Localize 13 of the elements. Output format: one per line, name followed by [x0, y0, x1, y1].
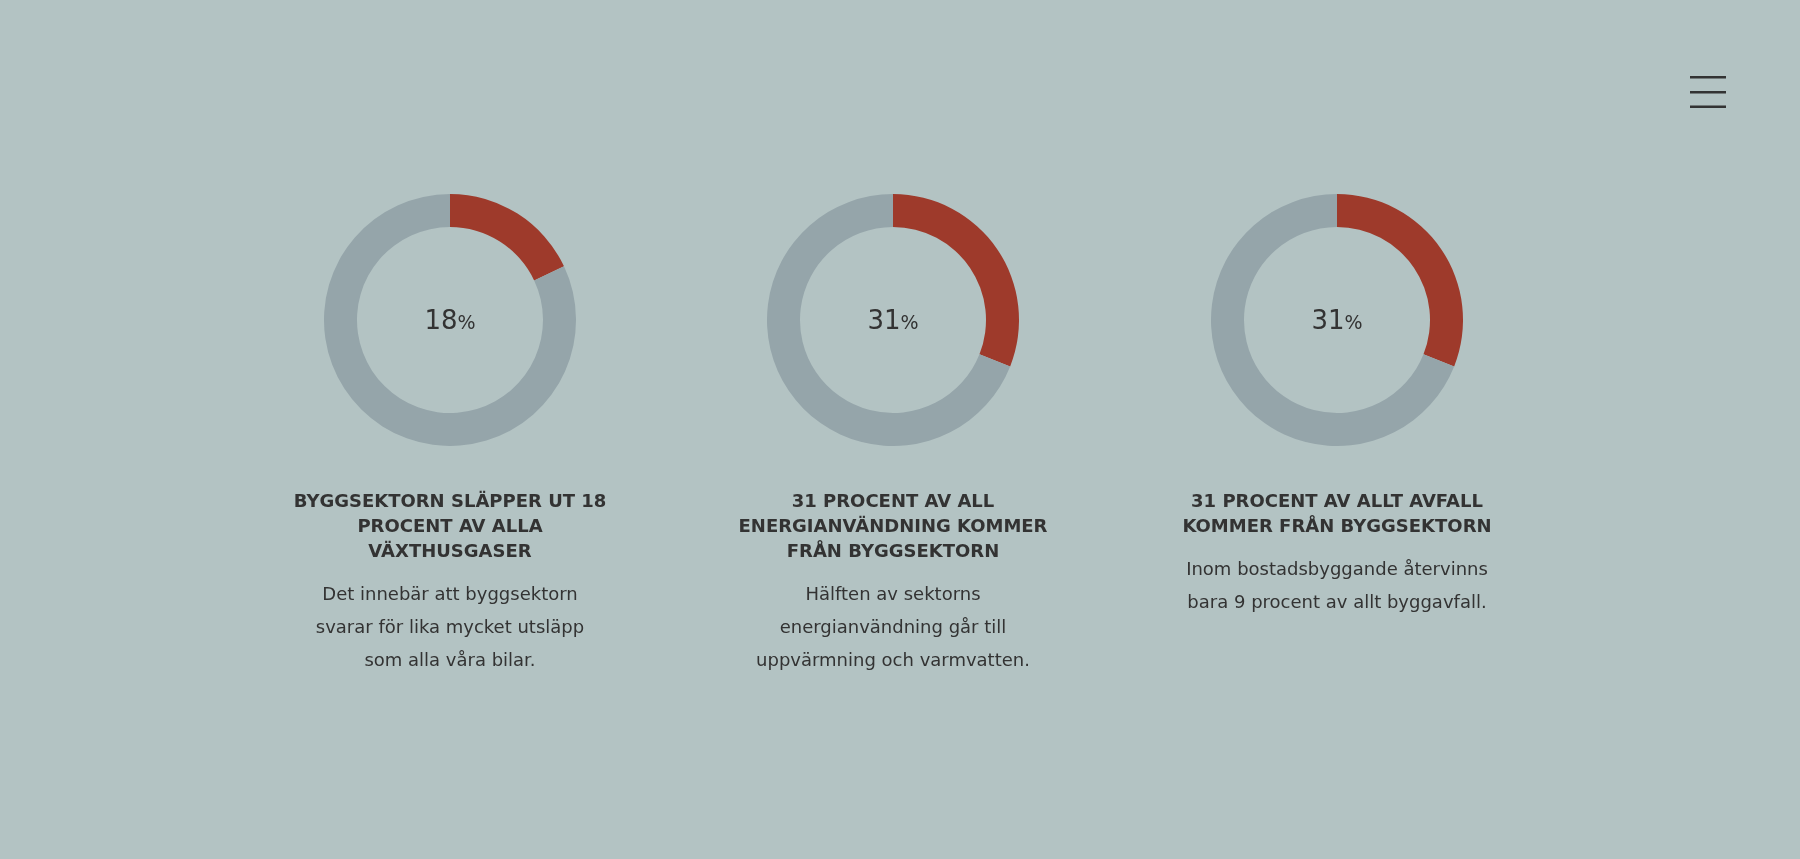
text: Det innebär att byggsektorn svarar för lika mycket utsläpp som alla våra bilar. [314, 582, 586, 672]
text: 31% [1311, 305, 1363, 336]
text: BYGGSEKTORN SLÄPPER UT 18 PROCENT AV ALLA VÄXTHUSGASER [292, 489, 608, 563]
donut-slice [324, 194, 576, 446]
donut-slice [1211, 194, 1455, 446]
text: 31 PROCENT AV ALLT AVFALL KOMMER FRÅN BYGGSEKTORN [1181, 489, 1493, 538]
text: 31 PROCENT AV ALL ENERGIANVÄNDNING KOMMER FRÅN BYGGSEKTORN [737, 489, 1049, 563]
text: 18% [424, 305, 476, 336]
text: Hälften av sektorns energianvändning går till uppvärmning och varmvatten. [755, 582, 1031, 672]
text: 31% [867, 305, 919, 336]
donut-slice [450, 194, 565, 281]
donut-slice [767, 194, 1011, 446]
text: Inom bostadsbyggande återvinns bara 9 procent av allt byggavfall. [1185, 557, 1489, 614]
